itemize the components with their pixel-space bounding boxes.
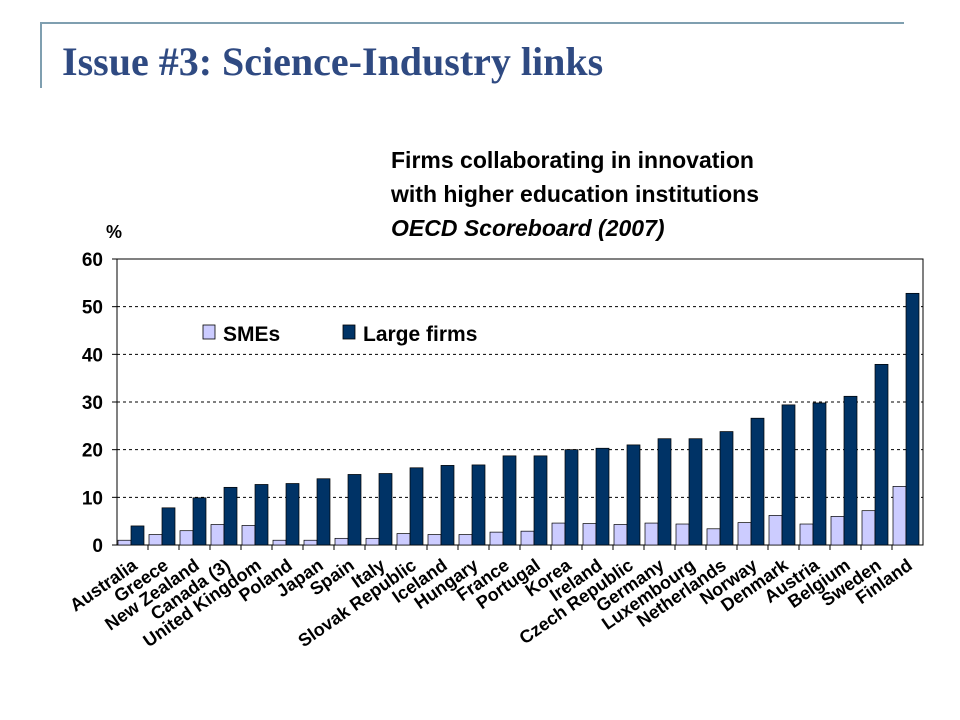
bar-large-firms (719, 431, 734, 546)
legend-swatch-smes (202, 324, 216, 340)
bar-smes (241, 525, 256, 546)
bar-smes (892, 486, 907, 546)
bar-smes (489, 531, 504, 546)
bar-smes (303, 539, 318, 546)
bar-large-firms (223, 486, 238, 546)
y-tick-label: 0 (92, 536, 103, 557)
y-axis-label: % (106, 222, 122, 242)
bar-smes (272, 539, 287, 546)
bar-smes (148, 534, 163, 546)
bar-large-firms (316, 478, 331, 546)
bar-smes (613, 524, 628, 546)
bar-smes (799, 523, 814, 546)
bar-smes (551, 522, 566, 546)
legend-swatch-large-firms (342, 324, 356, 340)
bar-large-firms (285, 483, 300, 546)
slide-title: Issue #3: Science-Industry links (62, 39, 604, 84)
bar-large-firms (595, 447, 610, 546)
bar-smes (427, 534, 442, 546)
bar-smes (706, 528, 721, 546)
y-tick-label: 30 (82, 393, 103, 414)
y-tick-label: 60 (82, 250, 103, 271)
bar-smes (582, 523, 597, 546)
bar-smes (644, 522, 659, 546)
y-tick-label: 50 (82, 298, 103, 319)
bar-smes (830, 516, 845, 546)
bar-smes (458, 534, 473, 546)
bar-large-firms (657, 438, 672, 546)
bar-large-firms (812, 402, 827, 546)
bar-smes (520, 530, 535, 546)
bar-large-firms (440, 465, 455, 546)
bar-large-firms (905, 292, 920, 546)
bar-large-firms (130, 525, 145, 546)
title-frame-left-line (40, 22, 42, 88)
legend-label-large-firms: Large firms (363, 323, 477, 346)
chart-title-line-2: with higher education institutions (391, 181, 759, 207)
bar-smes (179, 530, 194, 546)
bar-smes (768, 515, 783, 546)
bar-large-firms (781, 404, 796, 546)
title-frame-top-line (40, 22, 904, 24)
bar-smes (396, 533, 411, 546)
bar-large-firms (161, 507, 176, 546)
bar-smes (334, 537, 349, 546)
bar-smes (737, 522, 752, 546)
bar-large-firms (471, 464, 486, 546)
bar-large-firms (347, 474, 362, 546)
chart-title-line-1: Firms collaborating in innovation (391, 147, 754, 173)
bar-smes (210, 524, 225, 546)
bar-large-firms (626, 444, 641, 546)
bar-large-firms (254, 484, 269, 546)
bar-smes (365, 537, 380, 546)
chart-title-source: OECD Scoreboard (2007) (391, 215, 665, 241)
bar-large-firms (843, 395, 858, 546)
y-tick-label: 10 (82, 488, 103, 509)
bar-large-firms (502, 455, 517, 546)
bar-smes (117, 539, 132, 546)
bar-smes (861, 510, 876, 546)
bar-large-firms (564, 449, 579, 546)
bar-large-firms (409, 467, 424, 546)
bar-large-firms (378, 473, 393, 546)
y-tick-label: 40 (82, 345, 103, 366)
bar-large-firms (688, 438, 703, 546)
legend-label-smes: SMEs (223, 323, 280, 346)
chart-title: Firms collaborating in innovation with h… (391, 143, 759, 245)
bar-large-firms (874, 363, 889, 546)
bar-smes (675, 523, 690, 546)
bar-large-firms (192, 497, 207, 546)
y-tick-label: 20 (82, 441, 103, 462)
bar-large-firms (750, 417, 765, 546)
bar-large-firms (533, 455, 548, 546)
